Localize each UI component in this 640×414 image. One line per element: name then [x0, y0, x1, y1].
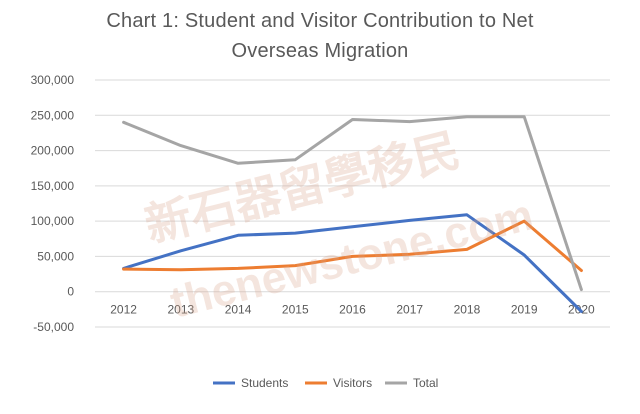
y-tick-label: 0 [67, 285, 74, 299]
series-line-visitors [122, 219, 583, 272]
x-tick-label: 2016 [339, 303, 366, 317]
x-axis-ticks: 2012 2013 2014 2015 2016 2017 2018 2019 2020 [110, 303, 595, 317]
x-tick-label: 2019 [511, 303, 538, 317]
legend-label: Students [241, 376, 288, 390]
x-tick-label: 2018 [454, 303, 481, 317]
legend-label: Visitors [333, 376, 372, 390]
legend-label: Total [413, 376, 438, 390]
series-line-total [122, 115, 583, 292]
series-line-students [122, 213, 583, 313]
x-tick-label: 2015 [282, 303, 309, 317]
y-tick-label: 150,000 [31, 179, 75, 193]
y-tick-label: 250,000 [31, 108, 75, 122]
x-tick-label: 2012 [110, 303, 137, 317]
x-tick-label: 2013 [167, 303, 194, 317]
chart-title-line1: Chart 1: Student and Visitor Contributio… [106, 10, 534, 32]
y-tick-label: 200,000 [31, 144, 75, 158]
watermark: 新石器留學移民 thenewstone.com [140, 123, 538, 327]
y-tick-label: -50,000 [33, 320, 74, 334]
y-tick-label: 300,000 [31, 73, 75, 87]
y-axis-ticks: 300,000 250,000 200,000 150,000 100,000 50,00… [31, 73, 75, 334]
x-tick-label: 2017 [396, 303, 423, 317]
chart-title: Chart 1: Student and Visitor Contributio… [0, 6, 640, 66]
x-tick-label: 2014 [225, 303, 252, 317]
y-tick-label: 50,000 [37, 249, 74, 263]
series-lines [122, 115, 583, 313]
legend: Students Visitors Total [213, 376, 438, 390]
chart-title-line2: Overseas Migration [231, 40, 409, 62]
y-tick-label: 100,000 [31, 214, 75, 228]
